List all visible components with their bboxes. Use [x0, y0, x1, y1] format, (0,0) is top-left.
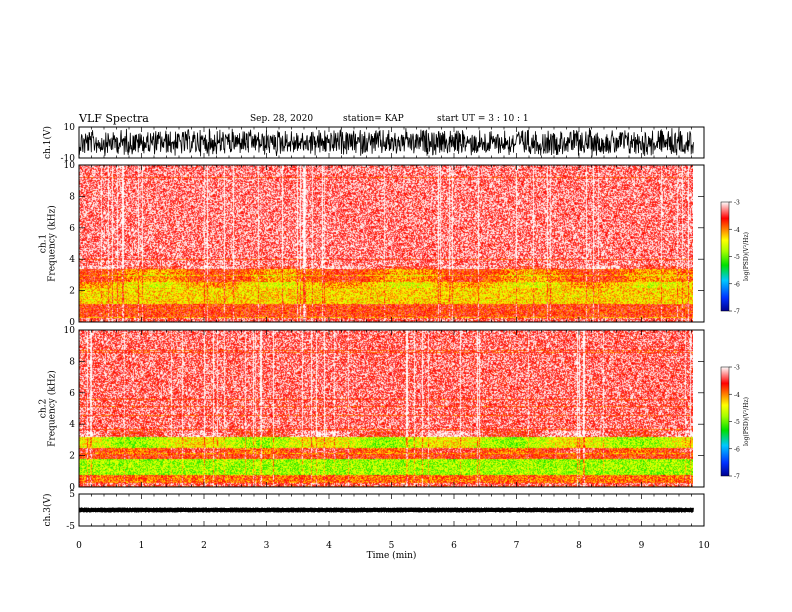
ch2-spectrogram-colorbar-label: log(PSD)(V²/Hz): [743, 397, 750, 446]
ch1-spectrogram-ytick-label: 0: [69, 318, 75, 328]
ch2-spectrogram-colorbar-tick-label: -6: [734, 446, 740, 453]
ch2-spectrogram-ylabel: Frequency (kHz): [47, 370, 58, 447]
ch2-spectrogram-image: [79, 330, 693, 487]
x-tick-label: 7: [514, 541, 520, 551]
x-tick-label: 6: [451, 541, 457, 551]
x-tick-label: 4: [326, 541, 332, 551]
ch2-spectrogram-ytick-label: 2: [69, 452, 75, 462]
x-tick-label: 10: [698, 541, 710, 551]
ch1-waveform-ylabel: ch.1(V): [42, 126, 53, 159]
ch1-spectrogram-ytick-label: 10: [64, 161, 76, 171]
ch1-spectrogram-ylabel: ch.1: [39, 234, 49, 253]
ch3-waveform-ytick-label: -5: [66, 522, 75, 532]
ch1-waveform-series: [78, 127, 694, 157]
ch1-spectrogram-heatmap: [79, 165, 693, 322]
ch1-spectrogram-colorbar-tick-label: -5: [734, 254, 740, 261]
x-tick-label: 9: [639, 541, 645, 551]
x-tick-label: 1: [139, 541, 145, 551]
ch3-waveform-plot: [78, 507, 694, 513]
ch1-spectrogram-ytick-label: 4: [69, 255, 75, 265]
x-tick-label: 2: [201, 541, 207, 551]
ch1-spectrogram-colorbar-tick-label: -6: [734, 281, 740, 288]
ch1-spectrogram-colorbar: [720, 201, 730, 312]
ch1-spectrogram-ytick-label: 8: [69, 192, 75, 202]
ch2-spectrogram-colorbar: [720, 366, 730, 477]
ch1-spectrogram-colorbar-label: log(PSD)(V²/Hz): [743, 232, 750, 281]
ch3-waveform-series: [78, 507, 694, 513]
ch2-spectrogram-ytick-label: 4: [69, 420, 75, 430]
figure-title: VLF Spectra: [79, 112, 149, 125]
ch2-spectrogram-colorbar-tick-label: -5: [734, 419, 740, 426]
start-time-label: start UT = 3 : 10 : 1: [437, 114, 529, 124]
ch2-spectrogram-colorbar-tick-label: -4: [734, 392, 740, 399]
ch1-spectrogram-image: [79, 165, 693, 322]
ch3-waveform-ytick-label: 5: [69, 490, 75, 500]
x-tick-label: 0: [76, 541, 82, 551]
ch1-waveform-ytick-label: -10: [61, 154, 76, 164]
ch2-spectrogram-heatmap: [79, 330, 693, 487]
ch2-spectrogram-colorbar-tick-label: -3: [734, 365, 740, 372]
ch2-spectrogram-ylabel: ch.2: [39, 399, 49, 418]
ch2-spectrogram-colorbar-tick-label: -7: [734, 474, 740, 481]
ch2-spectrogram-ytick-label: 6: [69, 389, 75, 399]
ch1-spectrogram-ylabel: Frequency (kHz): [47, 205, 58, 282]
ch2-spectrogram-ytick-label: 0: [69, 483, 75, 493]
ch2-spectrogram-ytick-label: 10: [64, 326, 76, 336]
ch1-spectrogram-colorbar-tick-label: -4: [734, 227, 740, 234]
x-axis-label: Time (min): [367, 550, 417, 561]
ch1-waveform-plot: [78, 127, 694, 157]
ch1-spectrogram-colorbar-tick-label: -3: [734, 200, 740, 207]
ch1-spectrogram-ytick-label: 6: [69, 224, 75, 234]
date-label: Sep. 28, 2020: [250, 114, 314, 124]
ch1-waveform-ytick-label: 10: [64, 123, 76, 133]
x-tick-label: 3: [264, 541, 270, 551]
ch1-spectrogram-colorbar-tick-label: -7: [734, 309, 740, 316]
ch2-spectrogram-ytick-label: 8: [69, 357, 75, 367]
station-label: station= KAP: [343, 114, 404, 124]
ch3-waveform-ylabel: ch.3(V): [42, 494, 53, 527]
ch1-spectrogram-ytick-label: 2: [69, 287, 75, 297]
x-tick-label: 8: [576, 541, 582, 551]
x-tick-label: 5: [389, 541, 395, 551]
